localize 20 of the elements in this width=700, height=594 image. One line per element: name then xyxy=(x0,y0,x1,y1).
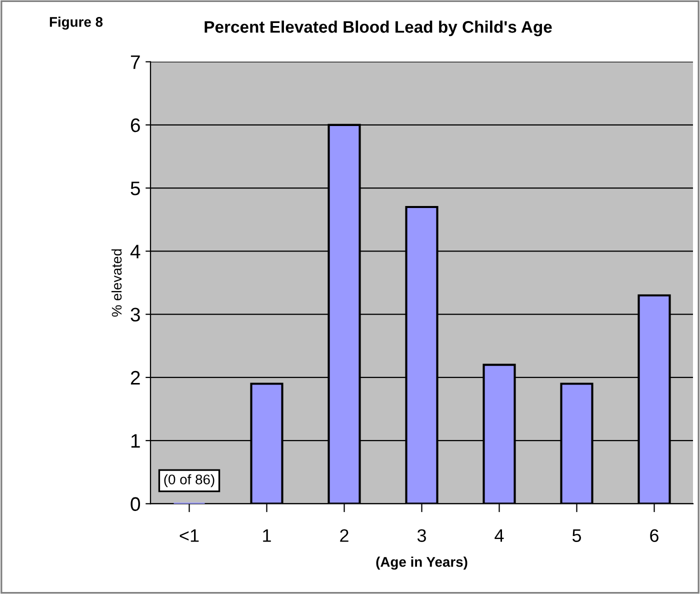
x-tick-label: 1 xyxy=(263,529,271,542)
y-tick-label: 1 xyxy=(131,434,140,448)
y-tick-label: 5 xyxy=(130,182,140,196)
y-tick-label: 7 xyxy=(130,55,140,69)
x-axis-title: (Age in Years) xyxy=(376,556,468,570)
y-axis-title: % elevated xyxy=(111,249,122,317)
y-tick-label: 3 xyxy=(130,308,140,322)
y-tick-label: 4 xyxy=(130,244,140,258)
annotation: (0 of 86) xyxy=(164,474,214,488)
y-tick-label: 0 xyxy=(130,497,140,511)
x-tick-label: <1 xyxy=(180,529,199,542)
x-tick-label: 6 xyxy=(650,529,658,542)
x-tick-label: 3 xyxy=(417,529,426,542)
x-tick-label: 4 xyxy=(494,529,504,542)
x-tick-label: 5 xyxy=(572,529,582,542)
y-tick-label: 6 xyxy=(130,118,140,132)
y-tick-label: 2 xyxy=(130,370,140,384)
caption: Figure 8 xyxy=(50,16,103,30)
chart-title: Percent Elevated Blood Lead by Child's Age xyxy=(204,20,552,36)
x-tick-label: 2 xyxy=(340,529,348,542)
